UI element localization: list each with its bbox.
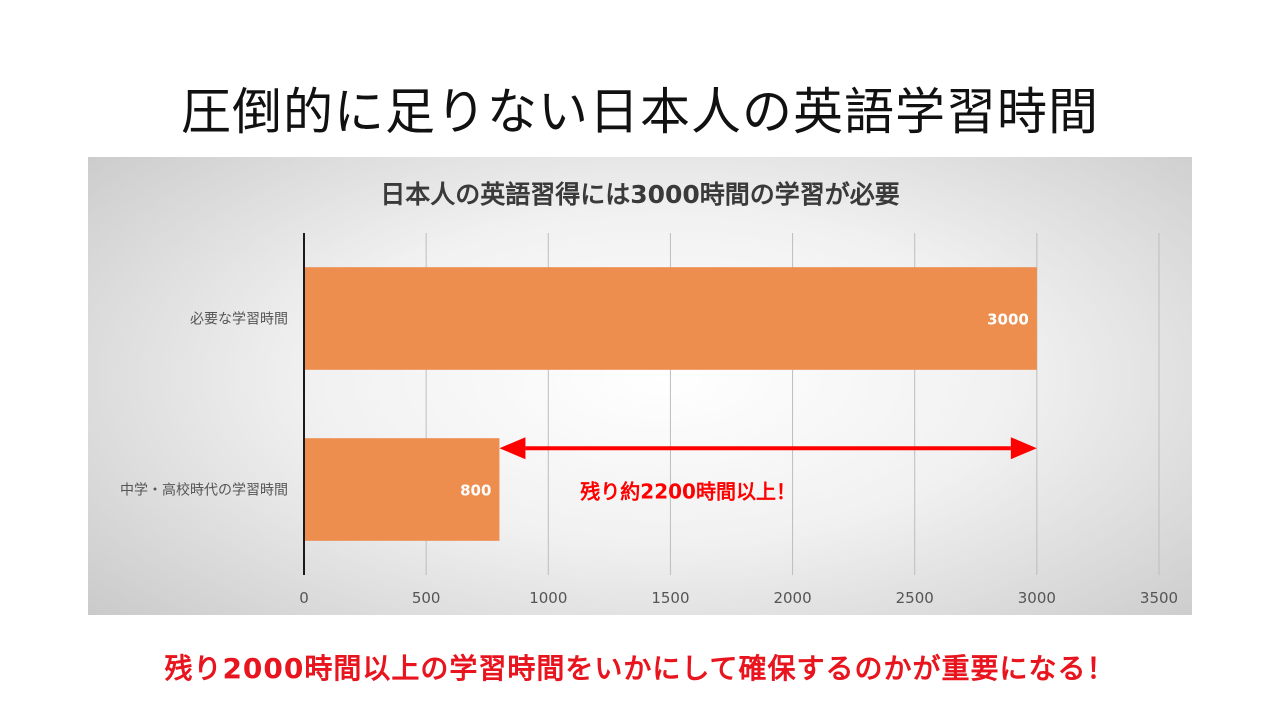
category-label: 中学・高校時代の学習時間 [120, 482, 288, 499]
x-tick-label: 1000 [529, 589, 567, 607]
x-tick-label: 1500 [651, 589, 689, 607]
x-tick-label: 2000 [773, 589, 811, 607]
chart-panel: 日本人の英語習得には3000時間の学習が必要 0 500 1000 1500 2000 2… [88, 157, 1192, 615]
x-tick-label: 500 [412, 589, 441, 607]
data-label: 800 [460, 482, 491, 500]
x-tick-label: 0 [299, 589, 309, 607]
footer-note: 残り2000時間以上の学習時間をいかにして確保するのかが重要になる！ [164, 652, 1116, 685]
x-tick-label: 3000 [1018, 589, 1056, 607]
annotation-arrow-head-right [1010, 437, 1037, 460]
chart-title: 日本人の英語習得には3000時間の学習が必要 [380, 180, 900, 209]
x-tick-label: 2500 [896, 589, 934, 607]
category-label: 必要な学習時間 [190, 312, 288, 328]
data-label: 3000 [987, 311, 1029, 329]
annotation-text: 残り約2200時間以上！ [580, 480, 796, 504]
bar [304, 438, 500, 541]
x-tick-label: 3500 [1140, 589, 1178, 607]
annotation-arrow-head-left [499, 437, 526, 460]
bar [304, 267, 1037, 370]
slide-title: 圧倒的に足りない日本人の英語学習時間 [181, 83, 1099, 141]
bar-chart: 0 500 1000 1500 2000 2500 3000 3500 必要な学習時間 3000… [120, 233, 1178, 607]
